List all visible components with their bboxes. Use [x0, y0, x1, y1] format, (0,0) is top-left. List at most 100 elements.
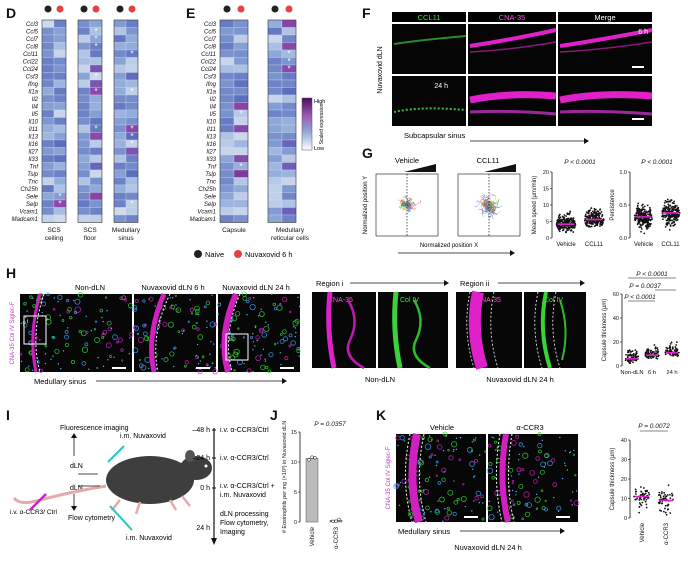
cell-signal	[212, 369, 218, 375]
data-point	[664, 226, 667, 228]
cell-nucleus	[453, 448, 455, 451]
gene-label: Ccl7	[26, 37, 39, 43]
gene-label: Madcam1	[12, 217, 38, 223]
cell-nucleus	[491, 436, 493, 438]
heat-cell	[53, 147, 67, 156]
heat-cell	[41, 94, 55, 103]
heat-cell	[89, 132, 103, 141]
cell-signal	[143, 335, 150, 341]
cell-nucleus	[495, 449, 497, 451]
cell-signal	[41, 301, 47, 307]
cell-signal	[516, 467, 522, 473]
gene-label: Tslp	[205, 172, 216, 178]
heat-cell	[281, 184, 297, 193]
col-label-scs-ceiling-2: ceiling	[45, 235, 64, 242]
heat-cell	[281, 124, 297, 133]
heat-cell	[89, 184, 103, 193]
data-point	[664, 511, 667, 514]
y-tick-label: 0	[624, 516, 627, 522]
cell-nucleus	[20, 360, 23, 363]
heat-cell	[41, 169, 55, 178]
significance-star: *	[239, 162, 242, 171]
data-point	[592, 212, 595, 215]
heat-cell	[267, 192, 283, 201]
cell-nucleus	[557, 510, 560, 513]
data-point	[558, 214, 560, 217]
data-point	[566, 228, 569, 231]
data-point	[640, 228, 643, 230]
data-point	[645, 503, 648, 506]
heat-cell	[77, 184, 91, 193]
cell-signal	[64, 334, 69, 340]
cell-nucleus	[97, 356, 99, 359]
data-point	[636, 210, 639, 213]
data-point	[641, 203, 644, 206]
heat-cell	[113, 19, 127, 28]
cell-nucleus	[102, 320, 104, 323]
data-point	[572, 217, 575, 220]
data-point	[669, 200, 672, 203]
heat-cell	[41, 214, 55, 223]
cell-signal	[230, 334, 234, 338]
cell-signal	[105, 342, 112, 349]
heat-cell	[125, 34, 139, 43]
panel-letter-g: G	[362, 145, 373, 161]
cell-signal	[424, 443, 432, 450]
cell-signal	[451, 441, 458, 448]
heat-cell	[113, 139, 127, 148]
cell-nucleus	[399, 481, 402, 484]
data-point	[638, 226, 641, 228]
data-point	[568, 225, 571, 227]
data-point	[675, 217, 678, 220]
cell-nucleus	[196, 343, 199, 346]
cell-nucleus	[75, 312, 77, 314]
cell-signal	[437, 481, 442, 485]
heat-cell	[41, 117, 55, 126]
cell-nucleus	[90, 330, 93, 332]
heat-cell	[267, 139, 283, 148]
gene-label: Sele	[26, 194, 39, 200]
trajectory	[488, 195, 497, 206]
gene-label: Ccl7	[204, 37, 217, 43]
panel-letter-i: I	[6, 407, 10, 423]
y-tick-label: 0	[546, 236, 549, 242]
heat-column-frame	[77, 19, 103, 223]
gene-label: Ccl3	[204, 22, 217, 28]
data-point	[651, 351, 654, 354]
cell-signal	[289, 310, 292, 314]
data-point	[664, 353, 667, 356]
data-point	[631, 354, 634, 356]
data-point	[668, 213, 671, 216]
heat-cell	[113, 214, 127, 223]
cell-nucleus	[561, 477, 564, 480]
cell-nucleus	[52, 355, 54, 357]
data-point	[561, 215, 564, 218]
data-point	[649, 349, 652, 352]
cell-signal	[439, 496, 445, 503]
cell-nucleus	[511, 489, 514, 492]
data-point	[648, 493, 651, 496]
cell-nucleus	[488, 500, 490, 503]
cell-signal	[486, 505, 493, 512]
g-ccl11-title: CCL11	[477, 156, 500, 165]
cell-signal	[538, 449, 542, 454]
heat-cell	[219, 162, 235, 171]
cell-signal	[246, 368, 252, 373]
cell-nucleus	[471, 510, 473, 512]
data-point	[557, 227, 560, 230]
heat-cell	[41, 132, 55, 141]
gene-label: Il33	[206, 157, 216, 163]
h-bottom-label: Medullary sinus	[34, 377, 86, 386]
p-value: P < 0.0001	[564, 159, 596, 166]
cell-nucleus	[175, 304, 177, 306]
heat-cell	[267, 19, 283, 28]
data-point	[644, 500, 647, 503]
cell-signal	[446, 510, 452, 516]
cell-nucleus	[41, 311, 43, 314]
data-point	[571, 217, 573, 220]
cell-signal	[401, 478, 407, 484]
heat-cell	[113, 169, 127, 178]
cell-signal	[169, 306, 173, 310]
gene-label: Ccl22	[201, 59, 217, 65]
cell-nucleus	[473, 500, 475, 502]
